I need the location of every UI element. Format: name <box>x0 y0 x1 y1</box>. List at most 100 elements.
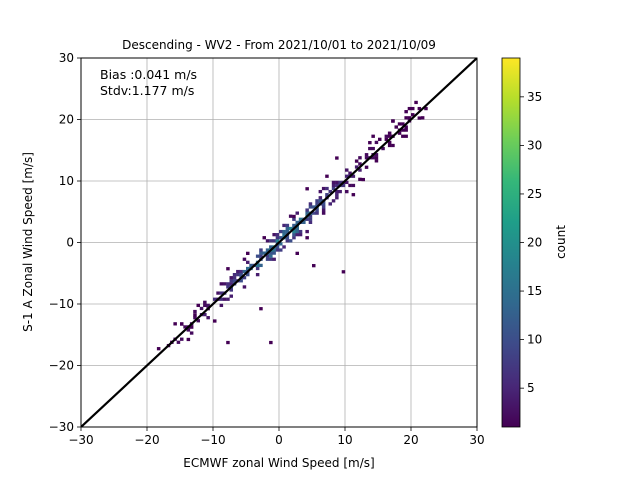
histogram-cell <box>348 171 352 175</box>
histogram-cell <box>364 153 369 157</box>
histogram-cell <box>199 306 204 311</box>
histogram-cell <box>404 116 408 120</box>
colorbar-tick-label: 35 <box>527 90 542 104</box>
histogram-cell <box>213 297 217 301</box>
histogram-cell <box>364 156 369 160</box>
histogram-cell <box>404 110 408 114</box>
y-tick-label: −20 <box>49 359 74 373</box>
histogram-cell <box>345 168 349 172</box>
histogram-cell <box>298 217 303 221</box>
histogram-cell <box>285 236 290 240</box>
histogram-cell <box>232 276 237 280</box>
y-tick-label: −10 <box>49 297 74 311</box>
x-tick-label: −10 <box>200 433 225 447</box>
histogram-cell <box>255 266 260 271</box>
histogram-cell <box>420 116 425 120</box>
histogram-cell <box>226 285 230 289</box>
histogram-cell <box>272 248 276 252</box>
histogram-cell <box>404 125 408 129</box>
histogram-cell <box>246 251 250 255</box>
histogram-cell <box>269 254 273 258</box>
histogram-cell <box>368 146 372 151</box>
x-tick-label: 10 <box>337 433 352 447</box>
histogram-cell <box>275 245 280 249</box>
histogram-cell <box>242 276 247 280</box>
histogram-cell <box>361 177 365 182</box>
histogram-cell <box>255 263 260 268</box>
histogram-cell <box>378 137 382 141</box>
histogram-cell <box>232 279 237 283</box>
histogram-cell <box>183 325 187 329</box>
histogram-cell <box>345 180 349 185</box>
histogram-cell <box>229 294 233 298</box>
histogram-cell <box>206 303 210 308</box>
histogram-cell <box>424 106 428 111</box>
histogram-cell <box>282 245 286 249</box>
histogram-cell <box>387 143 392 148</box>
histogram-cell <box>411 106 415 111</box>
histogram-cell <box>341 183 346 188</box>
histogram-cell <box>219 297 224 301</box>
histogram-cell <box>364 165 369 169</box>
histogram-cell <box>232 272 237 277</box>
x-axis-label: ECMWF zonal Wind Speed [m/s] <box>183 456 374 470</box>
histogram-cell <box>295 220 299 224</box>
histogram-cell <box>318 189 323 194</box>
histogram-cell <box>193 309 197 314</box>
histogram-cell <box>292 223 296 228</box>
histogram-cell <box>203 300 207 304</box>
histogram-cell <box>391 143 395 148</box>
y-tick-label: 0 <box>66 236 74 250</box>
y-tick-label: −30 <box>49 420 74 434</box>
histogram-cell <box>246 266 250 271</box>
histogram-cell <box>295 226 299 231</box>
histogram-cell <box>308 217 313 221</box>
histogram-cell <box>226 267 230 271</box>
histogram-cell <box>156 347 161 351</box>
x-tick-label: −30 <box>68 433 93 447</box>
histogram-cell <box>226 297 230 301</box>
histogram-cell <box>335 180 339 185</box>
histogram-cell <box>285 239 290 243</box>
x-tick-label: 0 <box>275 433 283 447</box>
colorbar-ticks: 5 10 15 20 25 30 35 <box>520 90 542 395</box>
histogram-cell <box>358 156 362 160</box>
histogram-cell <box>321 208 326 212</box>
histogram-cell <box>381 146 385 151</box>
histogram-cell <box>335 189 339 194</box>
y-tick-label: 30 <box>59 51 74 65</box>
histogram-cell <box>295 233 299 237</box>
chart-title: Descending - WV2 - From 2021/10/01 to 20… <box>122 38 436 52</box>
histogram-cell <box>305 187 309 191</box>
histogram-cell <box>302 220 306 224</box>
histogram-cell <box>335 183 339 188</box>
histogram-cell <box>354 165 359 169</box>
histogram-cell <box>305 229 309 234</box>
histogram-cell <box>265 257 270 261</box>
histogram-cell <box>239 279 243 283</box>
histogram-cell <box>262 236 266 240</box>
histogram-cell <box>176 340 181 344</box>
histogram-cell <box>358 162 362 166</box>
histogram-cell <box>404 128 408 132</box>
histogram-cell <box>384 137 389 141</box>
histogram-cell <box>305 208 309 212</box>
histogram-cell <box>292 214 296 219</box>
histogram-cell <box>397 122 402 126</box>
histogram-cell <box>186 328 191 332</box>
histogram-cell <box>387 134 392 138</box>
histogram-cell <box>222 282 227 286</box>
histogram-cells <box>156 100 428 351</box>
colorbar-tick-label: 10 <box>527 333 542 347</box>
histogram-cell <box>272 257 276 261</box>
histogram-cell <box>292 233 296 237</box>
histogram-cell <box>226 340 230 345</box>
histogram-cell <box>193 316 197 320</box>
histogram-cell <box>229 279 233 283</box>
bias-annotation: Bias :0.041 m/s <box>100 67 197 82</box>
histogram-cell <box>236 272 240 277</box>
colorbar-label: count <box>554 225 568 259</box>
histogram-cell <box>325 186 329 191</box>
histogram-cell <box>180 337 184 341</box>
histogram-cell <box>328 189 332 194</box>
